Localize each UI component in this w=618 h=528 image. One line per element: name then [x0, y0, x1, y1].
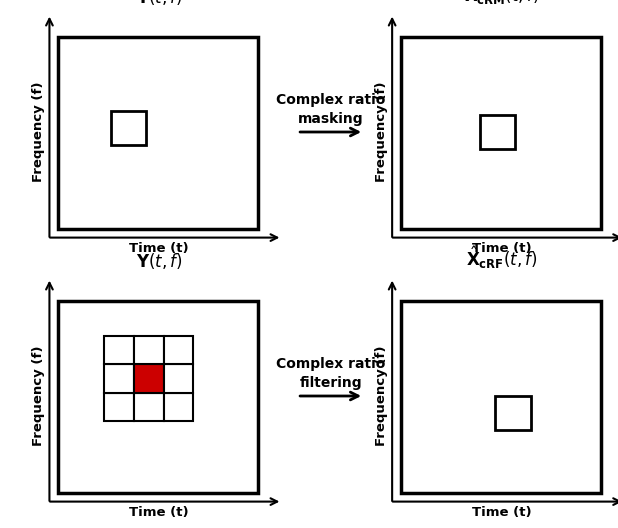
X-axis label: Time (t): Time (t) — [472, 506, 532, 519]
X-axis label: Time (t): Time (t) — [129, 242, 189, 255]
Text: Complex ratio: Complex ratio — [276, 92, 385, 107]
Text: filtering: filtering — [299, 375, 362, 390]
Bar — [164, 393, 193, 421]
X-axis label: Time (t): Time (t) — [129, 506, 189, 519]
Y-axis label: Frequency (f): Frequency (f) — [375, 346, 388, 446]
Y-axis label: Frequency (f): Frequency (f) — [375, 82, 388, 182]
Text: $\hat{\mathbf{X}}_{\mathbf{cRF}}(t, f)$: $\hat{\mathbf{X}}_{\mathbf{cRF}}(t, f)$ — [466, 245, 538, 271]
Bar — [104, 393, 134, 421]
Bar — [134, 336, 164, 364]
Bar — [480, 115, 515, 149]
Bar — [111, 111, 146, 145]
Bar — [134, 393, 164, 421]
Text: $\mathbf{Y}(t, f)$: $\mathbf{Y}(t, f)$ — [136, 0, 182, 7]
Bar — [164, 336, 193, 364]
Bar — [496, 396, 530, 430]
Bar — [134, 364, 164, 393]
Text: Complex ratio: Complex ratio — [276, 356, 385, 371]
X-axis label: Time (t): Time (t) — [472, 242, 532, 255]
Bar — [104, 336, 134, 364]
Y-axis label: Frequency (f): Frequency (f) — [32, 346, 45, 446]
Bar — [104, 364, 134, 393]
Y-axis label: Frequency (f): Frequency (f) — [32, 82, 45, 182]
Text: $\hat{\mathbf{X}}_{\mathbf{cRM}}(t, f)$: $\hat{\mathbf{X}}_{\mathbf{cRM}}(t, f)$ — [464, 0, 540, 7]
Text: $\mathbf{Y}(t, f)$: $\mathbf{Y}(t, f)$ — [136, 251, 182, 271]
Bar — [164, 364, 193, 393]
Text: masking: masking — [298, 111, 363, 126]
